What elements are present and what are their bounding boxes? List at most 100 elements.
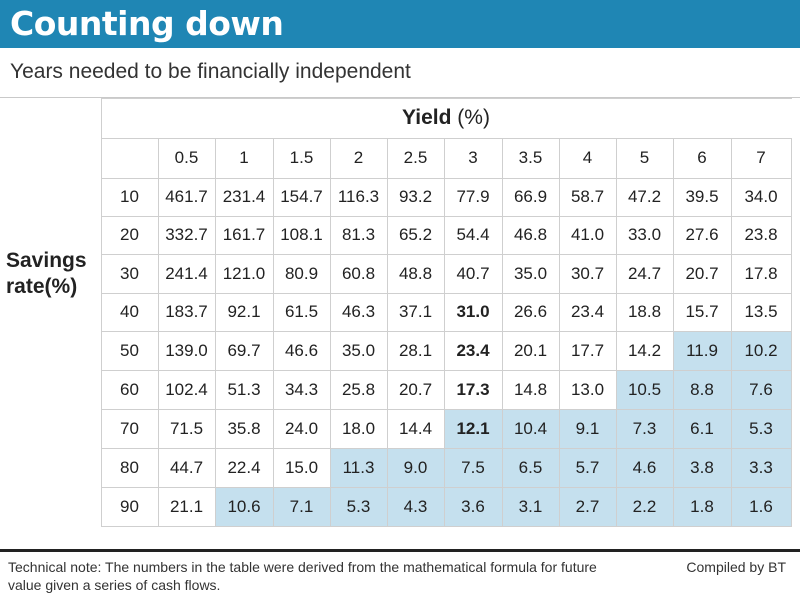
table-cell: 37.1 bbox=[398, 302, 433, 321]
shaded-cell bbox=[502, 487, 559, 526]
shaded-cell bbox=[731, 370, 791, 409]
column-header: 1.5 bbox=[289, 148, 314, 167]
grid-line bbox=[330, 138, 331, 527]
table-cell: 9.1 bbox=[575, 418, 600, 438]
table-cell: 40.7 bbox=[456, 263, 490, 283]
row-header: 10 bbox=[120, 187, 139, 206]
table-cell: 34.0 bbox=[744, 187, 778, 206]
grid-line bbox=[731, 138, 732, 527]
table-cell: 139.0 bbox=[165, 340, 208, 360]
table-cell: 15.7 bbox=[685, 302, 719, 321]
table-cell: 69.7 bbox=[227, 340, 261, 360]
table-cell: 44.7 bbox=[169, 457, 204, 477]
shaded-cell bbox=[444, 448, 502, 487]
yield-unit: (%) bbox=[457, 106, 490, 129]
shaded-cell bbox=[502, 448, 559, 487]
row-header: 60 bbox=[120, 379, 139, 399]
grid-line bbox=[502, 138, 503, 527]
table-cell: 22.4 bbox=[227, 457, 261, 477]
shaded-cell bbox=[616, 370, 673, 409]
shaded-cell bbox=[215, 487, 273, 526]
grid-line bbox=[101, 331, 792, 332]
table-cell: 13.5 bbox=[744, 302, 778, 321]
shaded-cell bbox=[273, 487, 330, 526]
table-cell: 10.5 bbox=[627, 379, 662, 399]
table-cell: 34.3 bbox=[284, 379, 319, 399]
row-axis-title-line1: Savings bbox=[6, 249, 87, 272]
row-header: 30 bbox=[120, 263, 139, 283]
shaded-cell bbox=[616, 409, 673, 448]
table-cell: 46.6 bbox=[284, 340, 319, 360]
table-cell: 231.4 bbox=[222, 187, 266, 206]
row-header: 40 bbox=[120, 302, 139, 321]
table-cell: 25.8 bbox=[341, 379, 376, 399]
shaded-cell bbox=[731, 331, 791, 370]
table-cell: 5.3 bbox=[346, 496, 371, 516]
table-cell: 92.1 bbox=[227, 302, 261, 321]
grid-line bbox=[101, 254, 792, 255]
table-cell: 35.0 bbox=[341, 340, 376, 360]
table-cell: 17.8 bbox=[744, 263, 778, 283]
table-cell: 28.1 bbox=[398, 340, 433, 360]
page-subtitle: Years needed to be financially independe… bbox=[10, 60, 411, 83]
table-cell: 65.2 bbox=[398, 225, 433, 244]
row-header: 20 bbox=[120, 225, 139, 244]
column-header: 4 bbox=[582, 148, 593, 167]
table-cell: 6.5 bbox=[518, 457, 543, 477]
table-cell: 332.7 bbox=[165, 225, 208, 244]
table-cell: 30.7 bbox=[570, 263, 605, 283]
table-cell: 12.1 bbox=[456, 418, 490, 438]
table-cell: 33.0 bbox=[627, 225, 662, 244]
grid-line bbox=[387, 138, 388, 527]
table-cell: 7.1 bbox=[289, 496, 314, 516]
column-header: 2 bbox=[353, 148, 364, 167]
shaded-cell bbox=[502, 409, 559, 448]
column-axis-title: Yield (%) bbox=[101, 98, 791, 138]
table-cell: 1.8 bbox=[690, 496, 714, 516]
grid-line bbox=[673, 138, 674, 527]
row-header: 80 bbox=[120, 457, 139, 477]
table-cell: 21.1 bbox=[169, 496, 204, 516]
column-header: 3 bbox=[468, 148, 478, 167]
table-cell: 20.7 bbox=[398, 379, 433, 399]
table-cell: 60.8 bbox=[341, 263, 376, 283]
table-cell: 5.3 bbox=[749, 418, 773, 438]
table-cell: 7.3 bbox=[632, 418, 657, 438]
table-cell: 93.2 bbox=[398, 187, 433, 206]
shaded-cell bbox=[444, 409, 502, 448]
shaded-cell bbox=[731, 448, 791, 487]
table-cell: 8.8 bbox=[690, 379, 714, 399]
table-cell: 24.0 bbox=[284, 418, 319, 438]
shaded-cell bbox=[330, 487, 387, 526]
row-axis-title: Savings rate(%) bbox=[6, 248, 98, 300]
table-cell: 14.4 bbox=[398, 418, 433, 438]
table-cell: 161.7 bbox=[222, 225, 266, 244]
table-cell: 6.1 bbox=[690, 418, 714, 438]
table-cell: 31.0 bbox=[456, 302, 490, 321]
table-cell: 10.4 bbox=[513, 418, 548, 438]
grid-line bbox=[273, 138, 274, 527]
table-cell: 46.3 bbox=[341, 302, 376, 321]
grid-line bbox=[101, 138, 792, 139]
column-header: 2.5 bbox=[403, 148, 428, 167]
shaded-cell bbox=[731, 409, 791, 448]
shaded-cell bbox=[330, 448, 387, 487]
table-cell: 61.5 bbox=[284, 302, 319, 321]
grid-line bbox=[101, 487, 792, 488]
table-cell: 2.2 bbox=[632, 496, 657, 516]
grid-line bbox=[101, 409, 792, 410]
grid-line bbox=[444, 138, 445, 527]
table-cell: 154.7 bbox=[280, 187, 323, 206]
table-cell: 48.8 bbox=[398, 263, 433, 283]
row-header: 70 bbox=[120, 418, 139, 438]
table-cell: 116.3 bbox=[337, 187, 380, 206]
grid-line bbox=[101, 293, 792, 294]
table-cell: 15.0 bbox=[284, 457, 319, 477]
table-cell: 20.1 bbox=[513, 340, 548, 360]
row-header: 50 bbox=[120, 340, 139, 360]
table-cell: 1.6 bbox=[749, 496, 773, 516]
shaded-cell bbox=[673, 370, 731, 409]
credit-line: Compiled by BT bbox=[686, 559, 786, 575]
row-axis-title-line2: rate(%) bbox=[6, 275, 78, 298]
table-cell: 3.1 bbox=[518, 496, 543, 516]
